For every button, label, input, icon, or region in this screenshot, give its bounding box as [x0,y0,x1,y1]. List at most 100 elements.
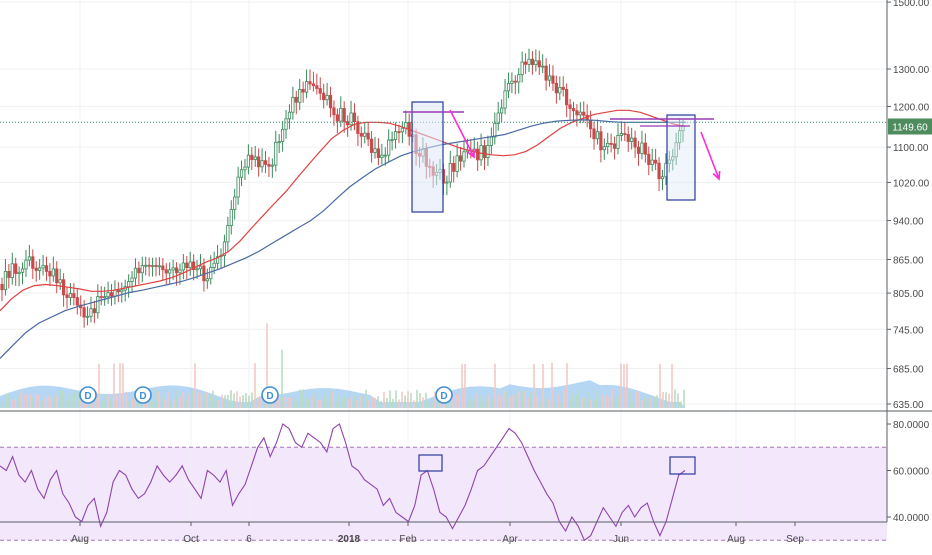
candle-body [660,176,665,180]
y-axis-tick-label: 1500.00 [893,0,930,9]
candle-body [630,137,634,142]
candle-body [352,112,357,123]
candle [130,271,134,293]
candle [127,274,131,298]
volume-bar [95,391,97,408]
candle-body [318,88,322,94]
candle-body [315,85,319,89]
volume-bar [617,395,619,408]
volume-bar [596,390,598,408]
candle [243,158,247,180]
candle [335,108,339,134]
volume-bar [680,401,682,408]
candle-body [20,268,25,273]
candle-body [493,122,497,138]
candle [31,249,35,280]
rsi-annotation-box [418,454,443,472]
candle-body [636,146,641,154]
candle-body [99,296,103,298]
candle [328,86,333,118]
candle-body [89,308,93,317]
volume-bar [146,399,148,408]
candle [599,125,603,163]
candle [565,83,569,118]
candle-body [520,61,524,76]
candle [363,122,367,144]
annotation-box [411,101,444,213]
candle-body [205,278,209,282]
x-axis-tick-label: Sep [786,534,804,545]
candle-body [448,162,452,183]
volume-bar [197,390,199,408]
candle-body [202,265,206,282]
candle [506,72,511,99]
volume-bar [179,397,181,408]
candle [294,90,298,115]
volume-bar [104,395,106,408]
candle-body [674,142,678,158]
volume-bar [425,392,427,408]
candle [592,121,596,150]
volume-bar [584,398,586,408]
candle-body [496,112,500,124]
volume-bar [512,394,514,408]
candle-body [236,176,240,198]
candle [27,244,31,267]
candle [561,76,565,97]
volume-bar [242,395,244,408]
candle [246,144,250,175]
candle-body [27,256,31,261]
volume-bar [317,400,319,408]
candle-body [589,119,593,130]
dividend-marker: D [435,386,453,404]
candle [106,281,110,304]
candle [51,256,55,282]
volume-bar [647,398,649,408]
volume-bar [509,396,511,408]
candle-body [65,294,69,298]
candle [85,306,90,326]
candle-body [72,293,76,298]
candle-body [623,133,627,136]
volume-bar [281,349,283,408]
candle-body [164,269,168,274]
dividend-marker-label: D [84,391,91,402]
volume-bar [449,400,451,408]
volume-bar [299,389,301,408]
candle-body [561,86,565,90]
candle-body [284,118,288,130]
candle-body [133,267,138,279]
candle-body [359,133,363,137]
volume-bar [230,390,232,408]
volume-bar [560,401,562,408]
volume-bar [380,401,382,408]
candle [510,72,514,94]
volume-bar [335,401,337,408]
candle [250,147,254,170]
volume-bar [599,398,601,408]
volume-bar [524,391,526,408]
candle-body [506,83,511,92]
volume-bar [503,391,505,408]
volume-bar [308,398,310,408]
candle [462,140,466,168]
candle [352,103,357,131]
volume-bar [53,395,55,408]
candle-body [113,289,117,297]
volume-bar [491,399,493,408]
volume-bar [443,399,445,408]
volume-bar [77,392,79,408]
volume-bar [74,390,76,408]
volume-bar [650,397,652,408]
volume-bar [239,396,241,408]
volume-bar [593,398,595,408]
volume-bar [200,393,202,408]
candle-body [349,112,353,126]
volume-bar [590,399,592,408]
volume-bar [677,393,679,408]
candle [455,143,459,178]
candle-body [547,75,552,81]
volume-bar [563,389,565,408]
candle [445,175,449,196]
volume-bar [173,399,175,408]
